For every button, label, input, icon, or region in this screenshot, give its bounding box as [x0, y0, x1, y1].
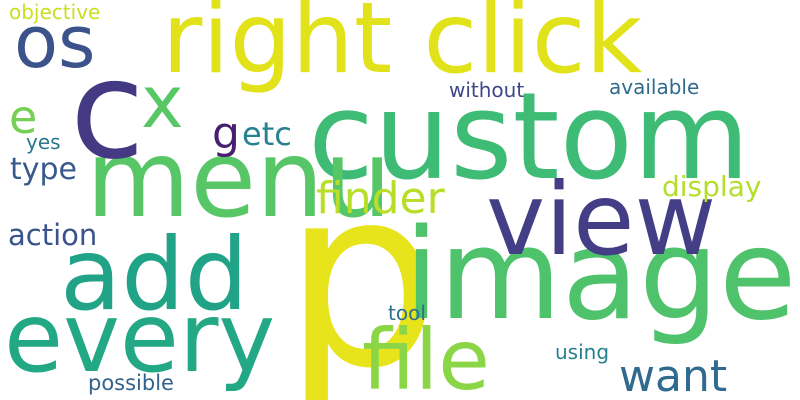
- word-add: add: [60, 216, 249, 333]
- word-tool: tool: [388, 301, 426, 325]
- word-display: display: [662, 170, 762, 203]
- word-using: using: [555, 340, 610, 364]
- word-yes: yes: [26, 130, 61, 154]
- word-possible: possible: [88, 371, 174, 395]
- word-right-click: right click: [162, 0, 643, 96]
- word-want: want: [619, 351, 728, 400]
- word-os: os: [14, 0, 96, 84]
- word-image: image: [404, 201, 797, 348]
- word-etc: etc: [242, 115, 292, 153]
- word-every: every: [4, 282, 276, 394]
- word-view: view: [486, 161, 717, 278]
- word-e: e: [9, 90, 38, 144]
- word-c: c: [70, 32, 145, 190]
- word-available: available: [609, 75, 700, 99]
- word-action: action: [8, 218, 98, 252]
- word-file: file: [362, 311, 490, 400]
- word-type: type: [10, 152, 78, 187]
- word-p: p: [283, 135, 441, 400]
- word-objective: objective: [9, 0, 101, 24]
- word-finder: finder: [316, 173, 445, 224]
- word-g: g: [212, 108, 240, 159]
- word-menu: menu: [86, 118, 392, 242]
- word-custom: custom: [308, 68, 750, 207]
- word-x: x: [141, 60, 184, 144]
- word-without: without: [449, 78, 525, 102]
